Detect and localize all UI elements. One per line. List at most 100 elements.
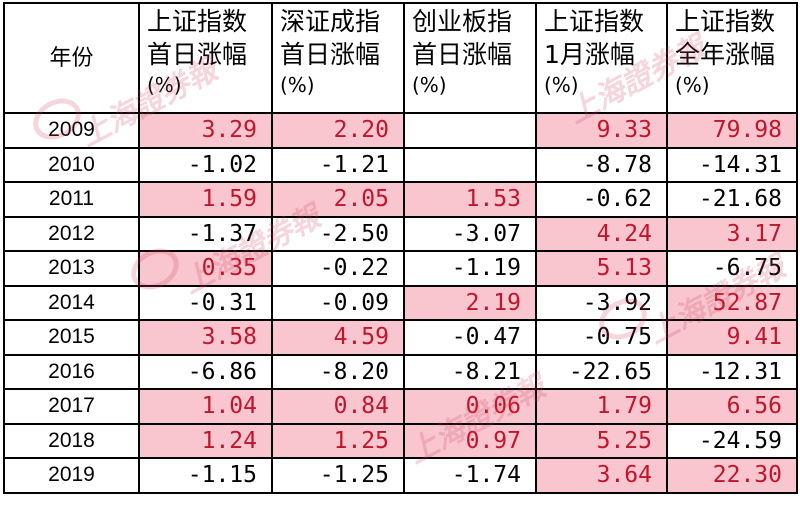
value-cell: -6.86 [138,353,273,390]
value-cell: -1.37 [138,215,273,252]
value-cell: -0.75 [535,319,668,356]
value-cell: 0.35 [138,250,273,287]
value-cell: 5.25 [535,422,668,459]
header-line: 上证指数 [675,7,776,36]
year-cell: 2011 [3,181,140,218]
value-cell: -8.78 [535,146,668,183]
year-cell: 2017 [3,388,140,425]
value-cell [403,112,537,149]
header-line: 全年涨幅 [675,40,776,69]
table-row: 2009 3.29 2.20 9.33 79.98 [3,112,798,149]
year-cell: 2014 [3,284,140,321]
value-cell: -0.47 [403,319,537,356]
value-cell: 9.33 [535,112,668,149]
value-cell: 1.25 [271,422,405,459]
table-row: 2016 -6.86 -8.20 -8.21 -22.65 -12.31 [3,353,798,390]
header-line: 首日涨幅 [412,40,513,69]
value-cell: 4.59 [271,319,405,356]
table-row: 2019 -1.15 -1.25 -1.74 3.64 22.30 [3,457,798,494]
header-sh-full-year: 上证指数 全年涨幅 (%) [666,2,798,114]
table-row: 2011 1.59 2.05 1.53 -0.62 -21.68 [3,181,798,218]
header-line: 上证指数 [544,7,645,36]
returns-table: 年份 上证指数 首日涨幅 (%) 深证成指 首日涨幅 (%) 创业板指 首日涨幅… [3,2,798,494]
header-year: 年份 [3,2,140,114]
value-cell: -0.22 [271,250,405,287]
value-cell: -21.68 [666,181,798,218]
table-row: 2018 1.24 1.25 0.97 5.25 -24.59 [3,422,798,459]
header-sh-january: 上证指数 1月涨幅 (%) [535,2,668,114]
value-cell: 1.59 [138,181,273,218]
value-cell: 0.06 [403,388,537,425]
year-cell: 2015 [3,319,140,356]
value-cell: -1.02 [138,146,273,183]
header-unit: (%) [412,73,447,97]
value-cell [403,146,537,183]
table-row: 2017 1.04 0.84 0.06 1.79 6.56 [3,388,798,425]
value-cell: -22.65 [535,353,668,390]
value-cell: -3.07 [403,215,537,252]
year-cell: 2012 [3,215,140,252]
value-cell: -0.62 [535,181,668,218]
value-cell: 0.97 [403,422,537,459]
value-cell: -0.09 [271,284,405,321]
header-line: 深证成指 [280,7,381,36]
value-cell: -6.75 [666,250,798,287]
value-cell: 22.30 [666,457,798,494]
header-line: 创业板指 [412,7,513,36]
value-cell: -24.59 [666,422,798,459]
value-cell: 0.84 [271,388,405,425]
header-line: 首日涨幅 [280,40,381,69]
year-cell: 2013 [3,250,140,287]
value-cell: 2.20 [271,112,405,149]
table-row: 2015 3.58 4.59 -0.47 -0.75 9.41 [3,319,798,356]
header-chinext-first-day: 创业板指 首日涨幅 (%) [403,2,537,114]
header-unit: (%) [675,73,710,97]
value-cell: -12.31 [666,353,798,390]
header-line: 首日涨幅 [147,40,248,69]
header-row: 年份 上证指数 首日涨幅 (%) 深证成指 首日涨幅 (%) 创业板指 首日涨幅… [3,2,798,114]
year-cell: 2018 [3,422,140,459]
value-cell: -8.20 [271,353,405,390]
value-cell: 6.56 [666,388,798,425]
value-cell: -1.21 [271,146,405,183]
year-cell: 2009 [3,112,140,149]
value-cell: 2.05 [271,181,405,218]
value-cell: -3.92 [535,284,668,321]
year-cell: 2010 [3,146,140,183]
header-unit: (%) [544,73,579,97]
value-cell: 52.87 [666,284,798,321]
year-cell: 2016 [3,353,140,390]
value-cell: 1.79 [535,388,668,425]
header-line: 1月涨幅 [544,40,635,69]
value-cell: 1.04 [138,388,273,425]
value-cell: 3.29 [138,112,273,149]
value-cell: 79.98 [666,112,798,149]
table-row: 2012 -1.37 -2.50 -3.07 4.24 3.17 [3,215,798,252]
value-cell: 3.58 [138,319,273,356]
value-cell: 3.17 [666,215,798,252]
value-cell: 9.41 [666,319,798,356]
header-unit: (%) [280,73,315,97]
value-cell: 2.19 [403,284,537,321]
value-cell: -1.19 [403,250,537,287]
value-cell: -1.25 [271,457,405,494]
value-cell: 5.13 [535,250,668,287]
table-row: 2014 -0.31 -0.09 2.19 -3.92 52.87 [3,284,798,321]
year-cell: 2019 [3,457,140,494]
value-cell: -14.31 [666,146,798,183]
header-unit: (%) [147,73,182,97]
value-cell: -2.50 [271,215,405,252]
value-cell: -8.21 [403,353,537,390]
value-cell: -0.31 [138,284,273,321]
table-row: 2013 0.35 -0.22 -1.19 5.13 -6.75 [3,250,798,287]
value-cell: -1.74 [403,457,537,494]
value-cell: 4.24 [535,215,668,252]
value-cell: 1.24 [138,422,273,459]
table-row: 2010 -1.02 -1.21 -8.78 -14.31 [3,146,798,183]
value-cell: 3.64 [535,457,668,494]
header-line: 上证指数 [147,7,248,36]
value-cell: 1.53 [403,181,537,218]
table-body: 2009 3.29 2.20 9.33 79.98 2010 -1.02 -1.21 -8.78… [3,112,798,494]
header-sh-first-day: 上证指数 首日涨幅 (%) [138,2,273,114]
value-cell: -1.15 [138,457,273,494]
